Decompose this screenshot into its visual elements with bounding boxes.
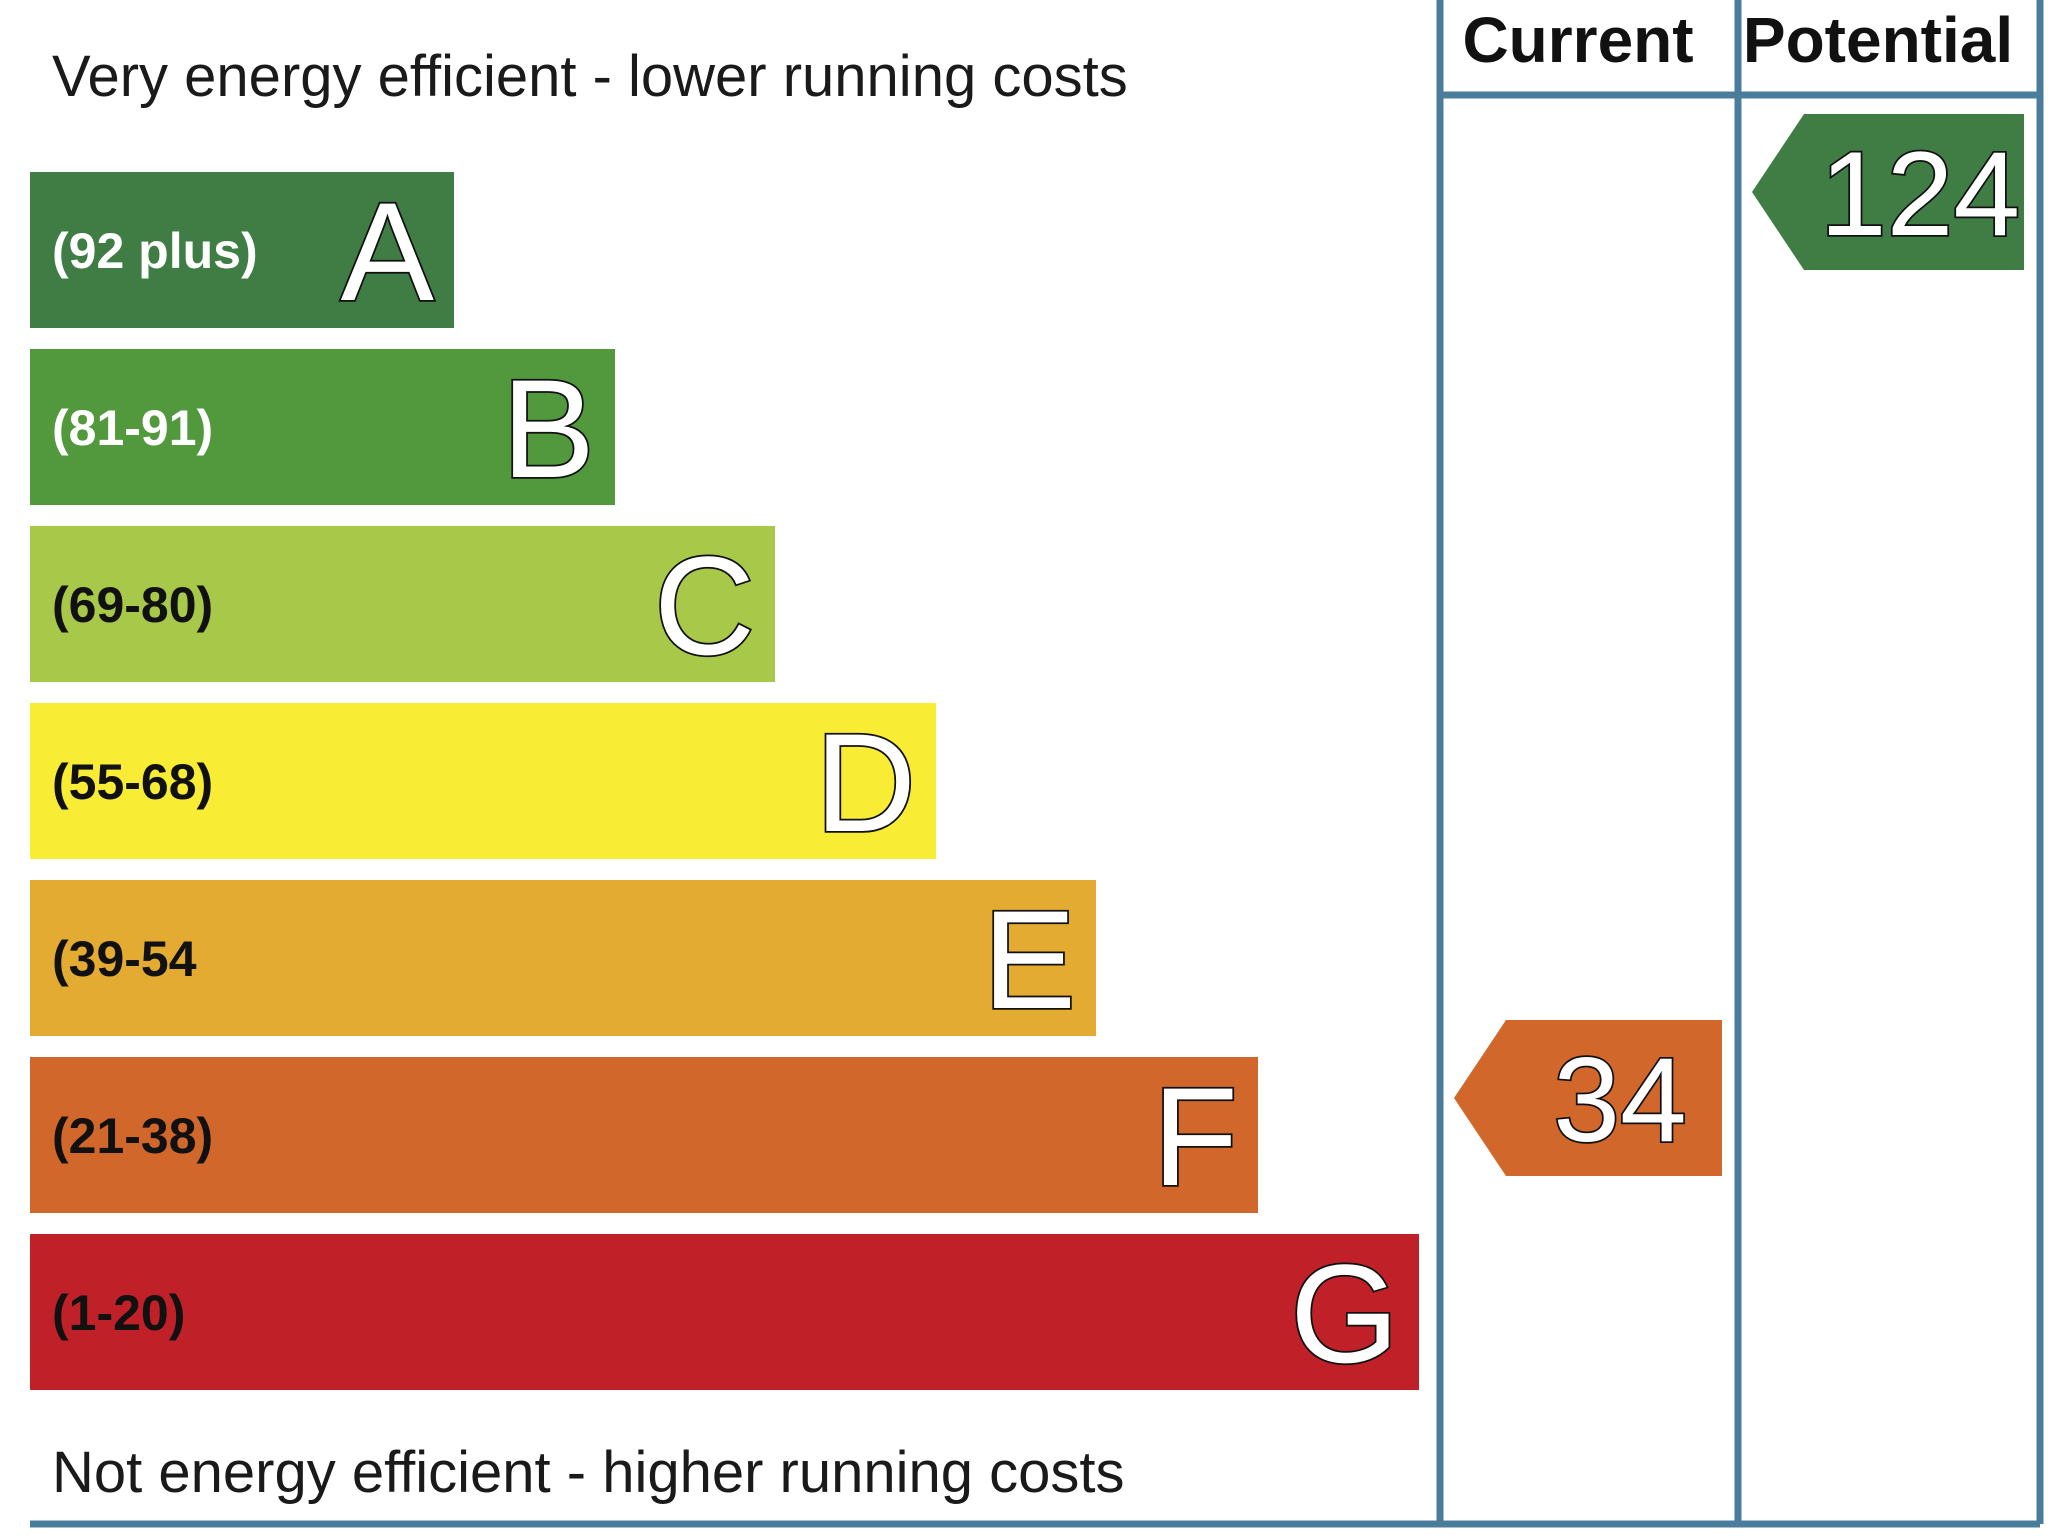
potential-rating-marker: 124: [1752, 114, 2024, 270]
potential-rating-value: 124: [1820, 127, 2020, 261]
band-c: (69-80) C: [30, 525, 775, 686]
band-letter: G: [1290, 1235, 1399, 1392]
band-e: (39-54 E: [30, 879, 1096, 1040]
band-letter: D: [815, 704, 916, 861]
potential-column-header: Potential: [1743, 4, 2013, 76]
band-range-label: (1-20): [52, 1285, 185, 1341]
band-letter: C: [654, 527, 755, 684]
band-range-label: (21-38): [52, 1108, 213, 1164]
band-a: (92 plus) A: [30, 171, 454, 332]
band-letter: F: [1152, 1058, 1238, 1215]
top-caption: Very energy efficient - lower running co…: [52, 44, 1128, 109]
band-letter: E: [983, 881, 1076, 1038]
current-rating-arrow: [1454, 1020, 1722, 1176]
bottom-caption: Not energy efficient - higher running co…: [52, 1440, 1125, 1505]
band-bar: [30, 526, 775, 682]
chart-frame: [30, 0, 2044, 1528]
band-bar: [30, 172, 454, 328]
band-range-label: (39-54: [52, 931, 197, 987]
band-b: (81-91) B: [30, 348, 615, 509]
band-f: (21-38) F: [30, 1056, 1258, 1217]
band-bar: [30, 880, 1096, 1036]
current-column-header: Current: [1462, 4, 1693, 76]
band-range-label: (69-80): [52, 577, 213, 633]
current-rating-marker: 34: [1454, 1020, 1722, 1176]
current-rating-value: 34: [1553, 1033, 1686, 1167]
band-bar: [30, 1057, 1258, 1213]
rating-bands: (92 plus) A (81-91) B (69-80) C (55-68) D (39-54…: [30, 171, 1419, 1394]
band-d: (55-68) D: [30, 702, 936, 863]
band-range-label: (81-91): [52, 400, 213, 456]
band-letter: A: [341, 173, 435, 330]
band-range-label: (92 plus): [52, 223, 258, 279]
band-range-label: (55-68): [52, 754, 213, 810]
band-bar: [30, 349, 615, 505]
band-g: (1-20) G: [30, 1233, 1419, 1394]
band-bar: [30, 1234, 1419, 1390]
potential-rating-arrow: [1752, 114, 2024, 270]
band-letter: B: [502, 350, 595, 507]
band-bar: [30, 703, 936, 859]
